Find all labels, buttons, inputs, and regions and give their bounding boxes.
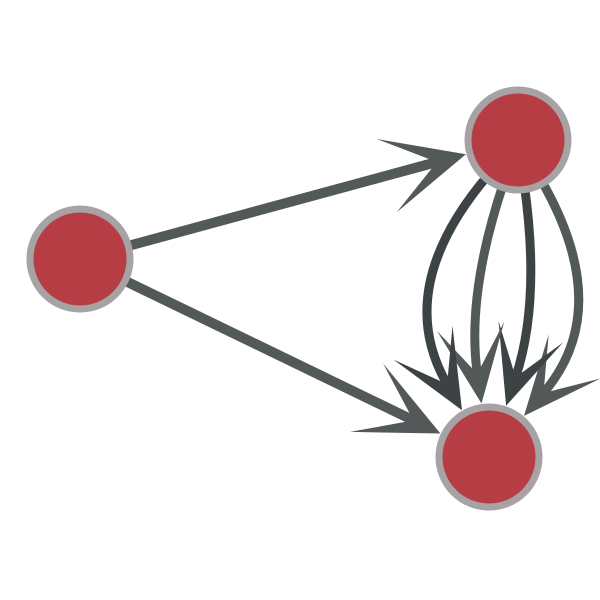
edge-b-c [393,172,600,416]
edge-arrowhead [498,321,563,406]
edge-a-b [126,139,466,251]
edge-arrowhead [376,139,466,213]
node-circle[interactable] [464,86,572,194]
nodes-layer [26,86,572,511]
node-circle[interactable] [26,205,134,313]
edges-layer [122,139,600,434]
edge-line [126,157,439,251]
node-b[interactable] [464,86,572,194]
edge-line [422,172,492,387]
edge-arrowhead [524,334,600,416]
edge-line [470,182,508,375]
node-a[interactable] [26,205,134,313]
edge-a-c [122,276,441,434]
edge-arrowhead [437,321,505,404]
edge-arrowhead [350,363,441,434]
edge-line [511,184,536,379]
node-c[interactable] [435,403,543,511]
edge-line [537,177,584,396]
edge-line [122,276,416,425]
edge-arrowhead [393,325,462,411]
node-circle[interactable] [435,403,543,511]
